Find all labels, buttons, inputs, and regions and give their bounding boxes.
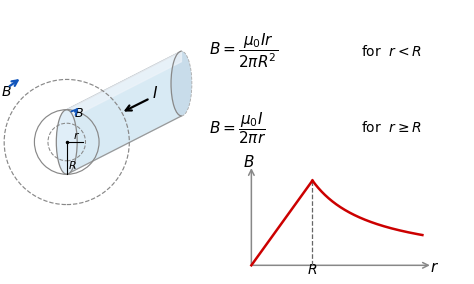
Ellipse shape xyxy=(56,110,77,174)
Text: $B = \dfrac{\mu_0 I r}{2\pi R^2}$: $B = \dfrac{\mu_0 I r}{2\pi R^2}$ xyxy=(209,32,278,70)
Text: $B$: $B$ xyxy=(1,85,12,99)
Polygon shape xyxy=(67,51,182,174)
Text: $r$: $r$ xyxy=(73,130,80,141)
Polygon shape xyxy=(67,51,182,120)
Text: $B$: $B$ xyxy=(74,107,84,120)
Text: $R$: $R$ xyxy=(307,263,318,277)
Text: $r$: $r$ xyxy=(430,260,439,275)
Text: for  $r \geq R$: for $r \geq R$ xyxy=(361,120,421,135)
Text: for  $r < R$: for $r < R$ xyxy=(361,44,421,59)
Text: $B$: $B$ xyxy=(243,154,254,170)
Text: $I$: $I$ xyxy=(152,85,158,101)
Text: $R$: $R$ xyxy=(68,159,77,171)
Text: $B = \dfrac{\mu_0 I}{2\pi r}$: $B = \dfrac{\mu_0 I}{2\pi r}$ xyxy=(209,110,266,146)
Ellipse shape xyxy=(171,51,192,116)
